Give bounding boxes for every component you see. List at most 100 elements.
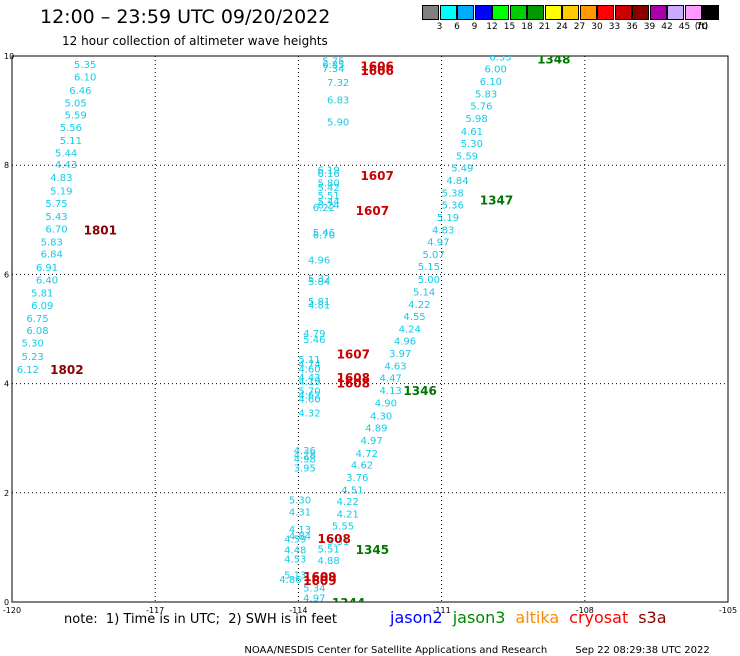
wave-height-value: 5.34 [303, 583, 325, 594]
pass-number-label: 1802 [50, 363, 83, 377]
wave-height-value: 4.21 [337, 510, 359, 521]
wave-height-value: 3.95 [294, 464, 316, 475]
color-swatch [492, 5, 509, 20]
wave-height-value: 5.00 [418, 275, 440, 286]
wave-height-value: 4.84 [289, 531, 311, 542]
wave-height-value: 4.60 [298, 394, 320, 405]
wave-height-value: 4.61 [461, 127, 483, 138]
color-scale-label: 27 [573, 22, 586, 32]
wave-height-value: 3.97 [389, 349, 411, 360]
wave-height-value: 6.85 [322, 60, 344, 71]
color-swatch [579, 5, 597, 20]
wave-height-value: 4.30 [370, 411, 392, 422]
wave-height-value: 5.81 [308, 297, 330, 308]
wave-height-value: 5.51 [317, 544, 339, 555]
color-swatch [667, 5, 684, 20]
color-scale-label: 15 [503, 22, 516, 32]
wave-height-value: 4.63 [384, 362, 406, 373]
color-swatch [649, 5, 667, 20]
wave-height-value: 5.59 [456, 151, 478, 162]
wave-height-value: 4.72 [356, 449, 378, 460]
wave-height-value: 5.35 [74, 60, 96, 71]
color-scale-label: 6 [454, 22, 460, 32]
color-scale-label: 36 [626, 22, 638, 32]
wave-height-value: 6.86 [504, 15, 526, 26]
color-scale-label: 70 [696, 22, 708, 32]
wave-height-value: 5.11 [298, 355, 320, 366]
wave-height-value: 4.48 [284, 546, 306, 557]
wave-height-value: 4.60 [298, 364, 320, 375]
y-tick-label: 10 [4, 52, 14, 61]
wave-height-value: 4.19 [298, 377, 320, 388]
wave-height-value: 4.62 [351, 460, 373, 471]
wave-height-value: 4.51 [341, 486, 363, 497]
wave-height-value: 6.24 [317, 201, 339, 212]
wave-height-value: 5.83 [475, 90, 497, 101]
pass-number-label: 1607 [337, 348, 370, 362]
wave-height-value: 5.81 [31, 288, 53, 299]
wave-height-value: 4.13 [289, 525, 311, 536]
pass-number-label: 1606 [360, 64, 393, 78]
wave-height-value: 4.81 [308, 300, 330, 311]
wave-height-value: 4.53 [284, 554, 306, 565]
pass-number-label: 1608 [317, 532, 350, 546]
wave-height-value: 5.43 [45, 212, 67, 223]
wave-height-value: 5.30 [289, 495, 311, 506]
wave-height-value: 4.59 [284, 535, 306, 546]
color-swatch [614, 5, 632, 20]
color-scale-label: 12 [486, 22, 498, 32]
color-swatch [597, 5, 614, 20]
wave-height-value: 5.59 [65, 110, 87, 121]
color-scale-label: 3 [436, 22, 443, 32]
wave-height-value: 4.43 [298, 373, 320, 384]
wave-height-value: 5.44 [317, 197, 339, 208]
pass-number-label: 1345 [356, 543, 389, 557]
color-swatch [684, 5, 702, 20]
color-swatch [439, 5, 457, 20]
wave-height-value: 4.74 [298, 359, 320, 370]
wave-height-value: 5.23 [22, 352, 44, 363]
y-tick-label: 4 [4, 380, 9, 389]
color-scale-label: 21 [538, 22, 551, 32]
wave-height-value: 6.09 [31, 301, 53, 312]
wave-height-value: 4.97 [303, 594, 325, 605]
wave-height-value: 5.11 [60, 136, 82, 147]
chart-footer: NOAA/NESDIS Center for Satellite Applica… [238, 634, 738, 656]
wave-height-value: 7.32 [327, 78, 349, 89]
wave-height-value: 5.44 [55, 149, 77, 160]
wave-height-value: 5.98 [465, 114, 487, 125]
pass-number-label: 1607 [356, 204, 389, 218]
color-swatch [422, 5, 439, 20]
wave-height-value: 5.31 [327, 537, 349, 548]
wave-height-value: 6.19 [317, 166, 339, 177]
wave-height-value: 5.32 [308, 274, 330, 285]
wave-height-value: 6.83 [327, 96, 349, 107]
wave-height-value: 3.76 [346, 473, 368, 484]
wave-height-value: 5.42 [317, 183, 339, 194]
wave-height-value: 6.75 [26, 314, 48, 325]
wave-height-value: 6.63 [499, 27, 521, 38]
wave-height-value: 6.97 [494, 40, 516, 51]
satellite-legend: jason2 jason3 altika cryosat s3a [390, 608, 677, 627]
wave-height-value: 4.83 [432, 226, 454, 237]
color-swatch [509, 5, 527, 20]
wave-height-value: 5.56 [313, 572, 335, 583]
pass-number-label: 1801 [84, 224, 117, 238]
wave-height-value: 5.38 [442, 189, 464, 200]
chart-title: 12:00 – 23:59 UTC 09/20/2022 [40, 6, 331, 28]
wave-height-value: 6.78 [508, 3, 530, 14]
x-tick-label: -105 [719, 606, 737, 615]
wave-height-value: 5.13 [284, 571, 306, 582]
wave-height-value: 5.07 [423, 250, 445, 261]
wave-height-value: 4.97 [360, 436, 382, 447]
wave-height-value: 5.30 [461, 139, 483, 150]
wave-height-value: 5.80 [317, 179, 339, 190]
wave-height-value: 4.84 [446, 176, 468, 187]
wave-height-value: 4.98 [294, 454, 316, 465]
pass-number-label: 1609 [303, 570, 336, 584]
color-swatch [474, 5, 492, 20]
chart-note: note: 1) Time is in UTC; 2) SWH is in fe… [64, 612, 337, 627]
wave-height-value: 6.91 [36, 263, 58, 274]
color-scale-label: 39 [643, 22, 656, 32]
pass-number-label: 1347 [480, 194, 513, 208]
